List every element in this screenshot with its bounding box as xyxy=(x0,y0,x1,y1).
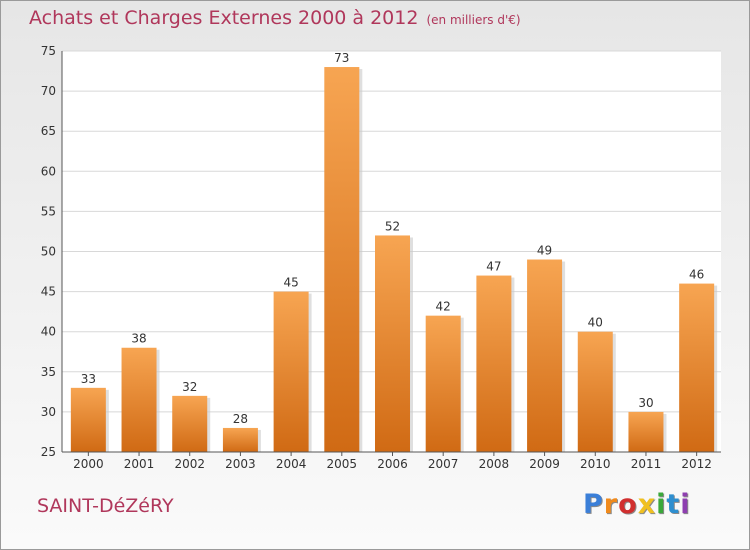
bar-2012 xyxy=(679,283,715,452)
x-tick-label: 2011 xyxy=(631,457,662,471)
bar-2005 xyxy=(324,67,360,452)
chart-title: Achats et Charges Externes 2000 à 2012 (e… xyxy=(29,7,521,29)
y-tick-label: 30 xyxy=(41,405,56,419)
bar-2011 xyxy=(628,411,664,452)
bar-2008 xyxy=(476,275,512,452)
bar-value-label: 30 xyxy=(638,396,653,410)
bar-value-label: 52 xyxy=(385,219,400,233)
y-tick-label: 65 xyxy=(41,124,56,138)
y-tick-label: 45 xyxy=(41,285,56,299)
bars: 33 38 32 28 45 73 52 42 47 49 40 30 46 xyxy=(70,51,718,452)
x-tick-label: 2009 xyxy=(529,457,560,471)
bar-2009 xyxy=(527,259,563,452)
bar-2004 xyxy=(273,291,309,452)
bar-value-label: 45 xyxy=(283,276,298,290)
y-tick-label: 55 xyxy=(41,204,56,218)
bar-2000 xyxy=(70,387,106,452)
x-tick-label: 2004 xyxy=(276,457,307,471)
y-tick-label: 70 xyxy=(41,84,56,98)
chart-title-text: Achats et Charges Externes 2000 à 2012 xyxy=(29,7,419,29)
x-tick-label: 2010 xyxy=(580,457,611,471)
x-tick-label: 2000 xyxy=(73,457,104,471)
proxiti-logo: Proxiti xyxy=(583,489,691,520)
bar-value-label: 42 xyxy=(436,300,451,314)
bar-value-label: 28 xyxy=(233,412,248,426)
x-tick-label: 2006 xyxy=(377,457,408,471)
chart-unit: (en milliers d'€) xyxy=(426,13,521,27)
x-tick-label: 2005 xyxy=(327,457,358,471)
bar-2003 xyxy=(222,427,258,452)
bar-value-label: 47 xyxy=(486,260,501,274)
bar-value-label: 73 xyxy=(334,51,349,65)
bar-value-label: 33 xyxy=(81,372,96,386)
y-tick-label: 35 xyxy=(41,365,56,379)
x-tick-label: 2007 xyxy=(428,457,459,471)
x-tick-label: 2003 xyxy=(225,457,256,471)
x-tick-label: 2001 xyxy=(124,457,155,471)
x-tick-label: 2002 xyxy=(174,457,205,471)
bar-2010 xyxy=(577,331,613,452)
y-tick-label: 50 xyxy=(41,245,56,259)
bar-value-label: 46 xyxy=(689,268,704,282)
bar-2006 xyxy=(375,235,410,452)
y-tick-label: 25 xyxy=(41,445,56,459)
y-tick-label: 40 xyxy=(41,325,56,339)
bar-value-label: 32 xyxy=(182,380,197,394)
place-name: SAINT-DéZéRY xyxy=(37,495,174,517)
bar-value-label: 49 xyxy=(537,244,552,258)
bar-2001 xyxy=(121,347,157,452)
axes: 25 30 35 40 45 50 55 60 65 70 75 2000 2001 2002 2003 20… xyxy=(41,44,721,471)
x-tick-label: 2008 xyxy=(479,457,510,471)
bar-value-label: 40 xyxy=(588,316,603,330)
bar-2007 xyxy=(425,315,461,452)
y-tick-label: 60 xyxy=(41,164,56,178)
bar-2002 xyxy=(172,395,208,452)
y-tick-label: 75 xyxy=(41,44,56,58)
x-tick-label: 2012 xyxy=(681,457,712,471)
bar-value-label: 38 xyxy=(131,332,146,346)
